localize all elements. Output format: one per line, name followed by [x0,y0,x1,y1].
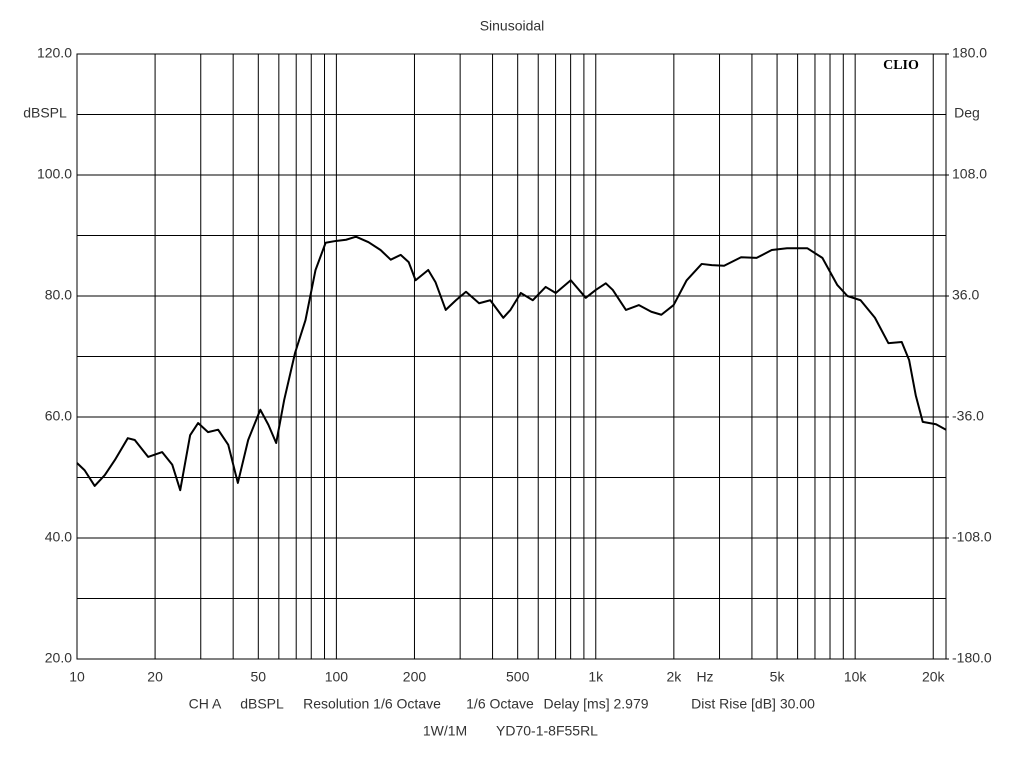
y-tick-label: 120.0 [37,45,72,61]
y-tick-label: 20.0 [45,650,72,666]
x-tick-label: 20 [147,669,163,685]
y-tick-label: 40.0 [45,529,72,545]
info-text: Resolution 1/6 Octave [303,696,441,712]
info-text: YD70-1-8F55RL [496,723,598,739]
x-tick-label: 100 [325,669,349,685]
x-tick-label: 5k [770,669,786,685]
y2-axis-label: Deg [954,105,980,121]
data-line [76,235,947,492]
y2-tick-label: -180.0 [952,650,992,666]
chart-title: Sinusoidal [480,18,545,34]
x-tick-label: 20k [922,669,946,685]
logo: CLIO [883,58,919,73]
info-text: CH A [189,696,222,712]
info-text: Dist Rise [dB] 30.00 [691,696,815,712]
y-tick-label: 100.0 [37,166,72,182]
y2-tick-label: 108.0 [952,166,987,182]
info-text: 1/6 Octave [466,696,534,712]
info-text: Delay [ms] 2.979 [543,696,648,712]
y2-tick-label: 36.0 [952,287,979,303]
x-tick-label: 200 [403,669,427,685]
x-tick-label: 1k [588,669,604,685]
y-axis-label: dBSPL [23,105,67,121]
plot-border [76,53,947,660]
x-unit-label: Hz [696,669,713,685]
info-text: 1W/1M [423,723,467,739]
x-tick-label: 10 [69,669,85,685]
y2-tick-label: -108.0 [952,529,992,545]
info-text: dBSPL [240,696,284,712]
y-tick-label: 60.0 [45,408,72,424]
x-tick-label: 2k [666,669,682,685]
x-tick-label: 10k [844,669,868,685]
x-tick-label: 50 [251,669,267,685]
y2-tick-label: -36.0 [952,408,984,424]
y-tick-label: 80.0 [45,287,72,303]
x-tick-label: 500 [506,669,530,685]
y2-tick-label: 180.0 [952,45,987,61]
